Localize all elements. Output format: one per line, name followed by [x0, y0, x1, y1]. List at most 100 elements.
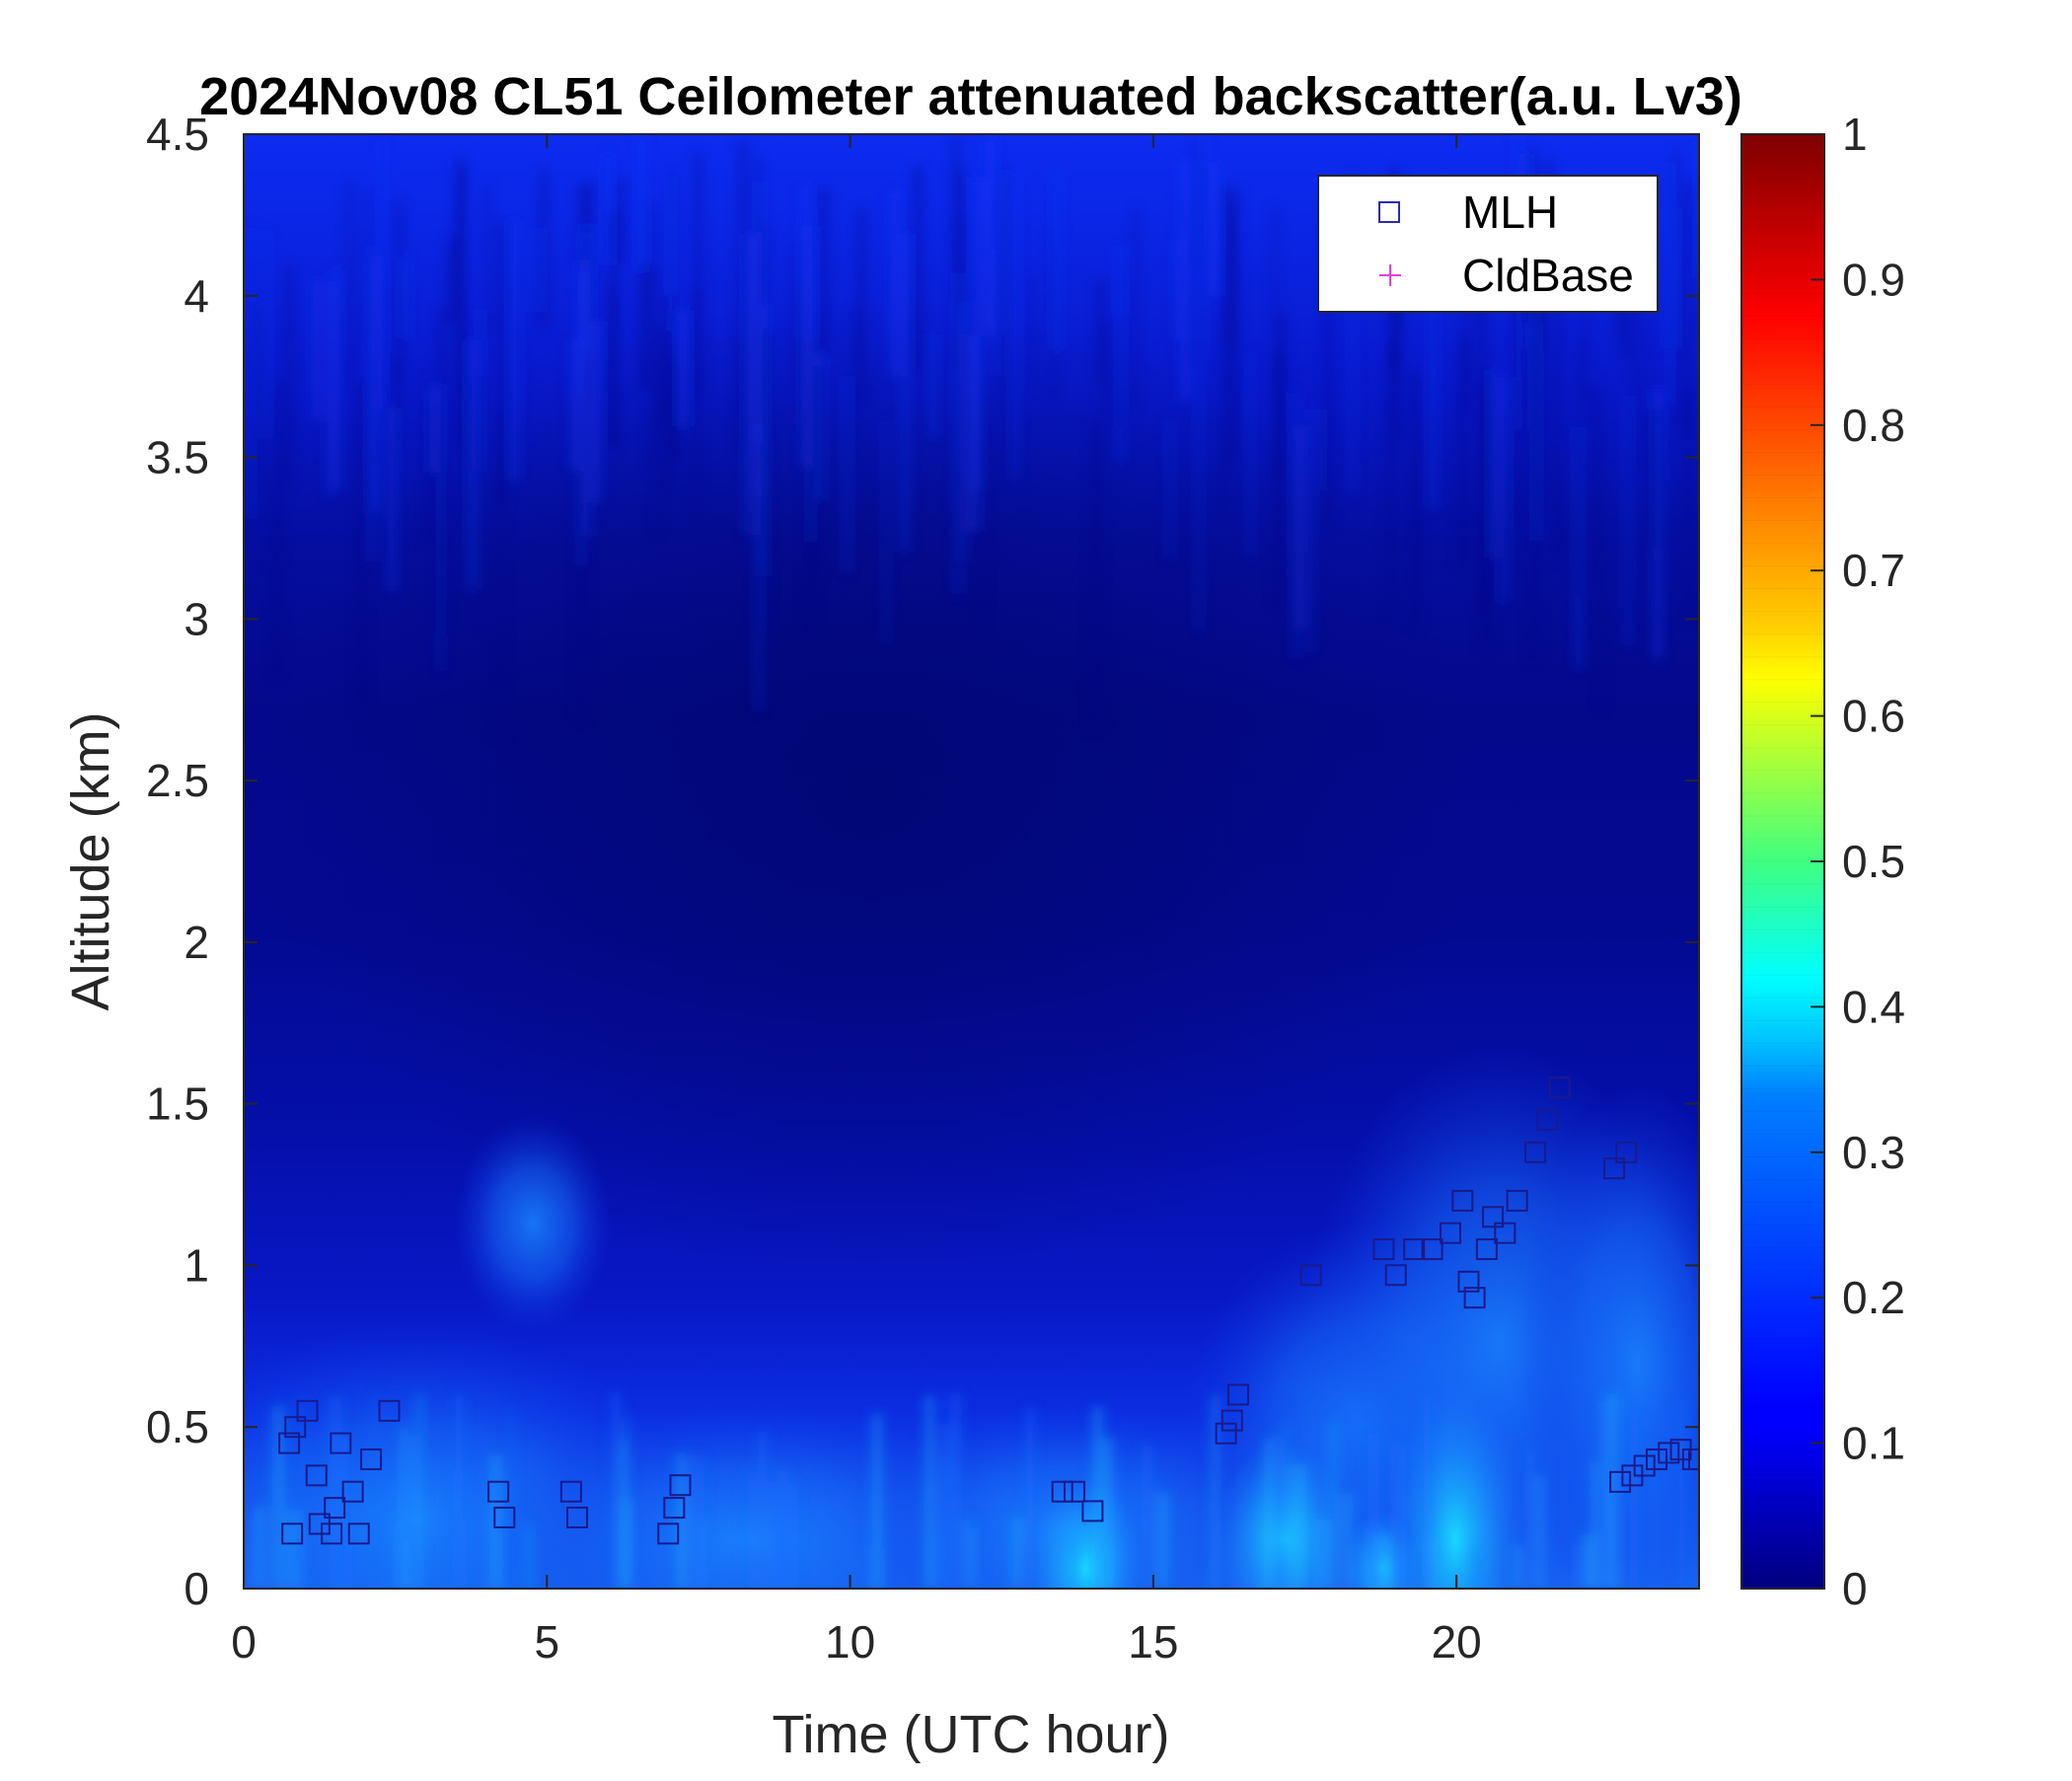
- streak: [1696, 140, 1699, 278]
- streak: [637, 135, 645, 273]
- streak: [762, 329, 769, 632]
- streak: [1011, 1517, 1021, 1589]
- streak: [407, 1436, 414, 1589]
- streak: [1215, 1394, 1221, 1589]
- y-tick-label: 0.5: [146, 1401, 209, 1452]
- mlh-point: [1633, 1454, 1656, 1477]
- x-axis: 0 5 10 15 20: [231, 134, 1482, 1668]
- mlh-point: [1494, 1222, 1517, 1244]
- mlh-point: [1051, 1480, 1073, 1503]
- mlh-point: [324, 1497, 346, 1520]
- mlh-point: [1475, 1238, 1498, 1261]
- streak: [1625, 395, 1631, 645]
- y-tick-label: 0: [184, 1563, 209, 1614]
- streak: [617, 176, 625, 262]
- streak: [364, 188, 368, 346]
- streak: [656, 267, 660, 533]
- streak: [1490, 370, 1497, 557]
- mlh-point: [663, 1497, 686, 1520]
- plot-area: [244, 134, 1699, 1589]
- streak: [900, 234, 909, 553]
- mlh-point: [1536, 1109, 1559, 1132]
- mlh-point: [1421, 1238, 1443, 1261]
- y-axis: 0 0.5 1 1.5 2 2.5 3 3.5 4 4.5: [146, 109, 1699, 1614]
- legend-box: [1317, 175, 1659, 313]
- streak: [1096, 279, 1105, 383]
- streak: [438, 384, 443, 671]
- streak: [1196, 367, 1202, 631]
- streak: [957, 168, 965, 311]
- streak: [929, 334, 937, 438]
- streak: [254, 307, 259, 500]
- streak: [1575, 1544, 1587, 1589]
- streak: [1429, 221, 1437, 509]
- colorbar-tick-label: 0.9: [1842, 254, 1905, 305]
- streak: [498, 221, 507, 505]
- mlh-point: [1215, 1422, 1237, 1445]
- streak: [1595, 1401, 1604, 1589]
- streak: [668, 357, 679, 462]
- streak: [857, 209, 866, 404]
- streak: [980, 394, 985, 625]
- streak: [1293, 1464, 1306, 1589]
- streak: [1053, 171, 1061, 350]
- streak: [593, 322, 602, 503]
- mlh-point: [284, 1416, 307, 1439]
- streak: [264, 230, 269, 439]
- mlh-point: [347, 1522, 370, 1545]
- mlh-point: [1506, 1189, 1528, 1212]
- colorbar: 0 0.1 0.2 0.3 0.4 0.5 0.6 0.7 0.8 0.9 1: [1740, 109, 1905, 1614]
- streak: [1390, 1444, 1404, 1589]
- streak: [755, 423, 762, 711]
- legend-label: CldBase: [1462, 250, 1634, 301]
- y-tick-label: 3.5: [146, 432, 209, 483]
- streak: [388, 408, 397, 591]
- streak: [1273, 206, 1277, 318]
- streak: [254, 1506, 265, 1589]
- y-tick-label: 4: [184, 270, 209, 322]
- legend: MLH CldBase: [1317, 175, 1659, 313]
- colorbar-tick-label: 0.7: [1842, 545, 1905, 596]
- streak: [1432, 1537, 1439, 1589]
- streak: [298, 1394, 303, 1589]
- streak: [1167, 419, 1173, 559]
- streak: [1599, 380, 1603, 710]
- streak: [409, 1546, 418, 1589]
- mlh-point: [657, 1522, 680, 1545]
- streak: [1458, 336, 1468, 569]
- streak: [1342, 1493, 1354, 1589]
- mlh-point: [487, 1480, 510, 1503]
- streak: [871, 1413, 883, 1589]
- streak: [1050, 230, 1055, 402]
- streak: [1378, 1543, 1383, 1589]
- streak: [1210, 162, 1220, 297]
- legend-label: MLH: [1462, 186, 1558, 238]
- streak: [1248, 351, 1253, 557]
- streak: [1101, 1438, 1114, 1589]
- streak: [1025, 1408, 1035, 1589]
- streak: [570, 338, 580, 471]
- streak: [477, 375, 481, 627]
- streak: [468, 340, 477, 589]
- streak: [402, 1428, 408, 1589]
- mlh-point: [1299, 1264, 1322, 1287]
- streak: [1091, 420, 1101, 729]
- streak: [402, 257, 409, 338]
- streak: [1676, 1399, 1686, 1589]
- streak: [273, 380, 281, 676]
- streak: [1422, 1397, 1432, 1589]
- streak: [380, 137, 385, 408]
- streak: [609, 209, 619, 447]
- mlh-point: [1463, 1287, 1486, 1309]
- colorbar-tick-label: 0.1: [1842, 1418, 1905, 1469]
- colorbar-tick-label: 0.4: [1842, 981, 1905, 1032]
- y-tick-label: 4.5: [146, 109, 209, 160]
- streak: [1589, 390, 1595, 582]
- mlh-point: [305, 1464, 328, 1487]
- streak: [372, 261, 378, 514]
- streak: [1308, 409, 1314, 652]
- streak: [1367, 1423, 1376, 1589]
- mlh-point: [1658, 1442, 1680, 1464]
